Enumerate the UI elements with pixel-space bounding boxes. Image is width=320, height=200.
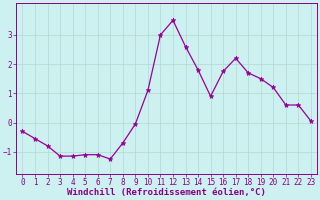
X-axis label: Windchill (Refroidissement éolien,°C): Windchill (Refroidissement éolien,°C)	[67, 188, 266, 197]
